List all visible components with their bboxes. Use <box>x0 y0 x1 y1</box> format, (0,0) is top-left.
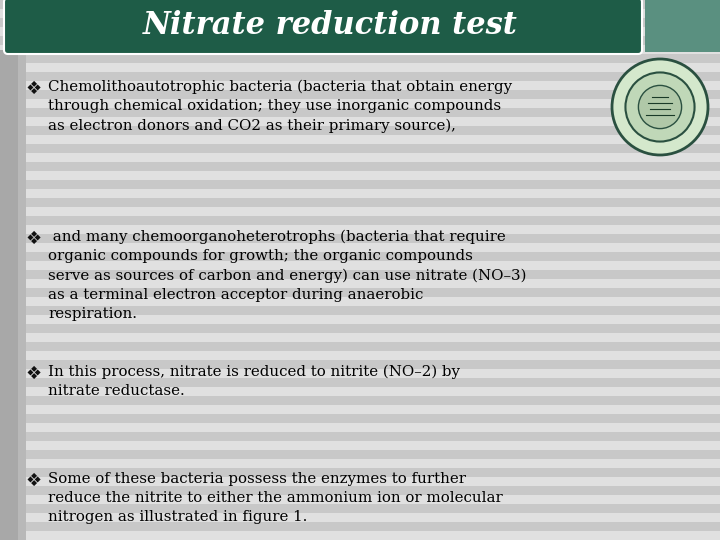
Bar <box>0 243 720 252</box>
Bar <box>0 180 720 189</box>
Bar <box>0 162 720 171</box>
Text: ❖: ❖ <box>26 365 42 383</box>
Bar <box>645 0 720 52</box>
Bar <box>0 72 720 81</box>
Bar <box>0 252 720 261</box>
Bar <box>0 342 720 351</box>
Bar <box>0 504 720 513</box>
Bar <box>0 99 720 108</box>
Bar <box>0 63 720 72</box>
Bar <box>0 468 720 477</box>
Bar <box>0 522 720 531</box>
Bar <box>0 144 720 153</box>
Bar <box>0 306 720 315</box>
Text: Some of these bacteria possess the enzymes to further
reduce the nitrite to eith: Some of these bacteria possess the enzym… <box>48 472 503 524</box>
Bar <box>0 450 720 459</box>
Text: ❖: ❖ <box>26 230 42 248</box>
Bar <box>0 459 720 468</box>
Bar <box>0 360 720 369</box>
Bar <box>0 279 720 288</box>
Bar <box>0 189 720 198</box>
Bar <box>0 54 720 63</box>
Bar <box>0 225 720 234</box>
Bar <box>0 369 720 378</box>
Circle shape <box>626 72 695 141</box>
Bar <box>0 207 720 216</box>
Bar <box>0 27 720 36</box>
Text: ❖: ❖ <box>26 472 42 490</box>
Bar <box>0 0 720 9</box>
Bar <box>0 216 720 225</box>
Bar <box>0 117 720 126</box>
Bar <box>0 135 720 144</box>
Circle shape <box>639 85 682 129</box>
Bar <box>0 126 720 135</box>
Bar <box>0 270 720 279</box>
Bar <box>0 432 720 441</box>
Bar <box>0 90 720 99</box>
Bar <box>0 423 720 432</box>
Text: and many chemoorganoheterotrophs (bacteria that require
organic compounds for gr: and many chemoorganoheterotrophs (bacter… <box>48 230 526 321</box>
Bar <box>0 45 720 54</box>
Bar <box>0 9 720 18</box>
Bar <box>0 81 720 90</box>
Bar <box>0 315 720 324</box>
Bar <box>0 333 720 342</box>
Text: In this process, nitrate is reduced to nitrite (NO–2) by
nitrate reductase.: In this process, nitrate is reduced to n… <box>48 365 460 399</box>
Bar <box>0 324 720 333</box>
FancyBboxPatch shape <box>4 0 642 54</box>
Bar <box>0 387 720 396</box>
Bar <box>0 351 720 360</box>
Circle shape <box>612 59 708 155</box>
Bar <box>0 108 720 117</box>
Text: Nitrate reduction test: Nitrate reduction test <box>143 10 518 42</box>
Bar <box>0 495 720 504</box>
Bar <box>0 36 720 45</box>
Bar <box>0 18 720 27</box>
Bar <box>0 513 720 522</box>
Bar <box>0 171 720 180</box>
Bar <box>0 198 720 207</box>
Bar <box>0 531 720 540</box>
Text: Chemolithoautotrophic bacteria (bacteria that obtain energy
through chemical oxi: Chemolithoautotrophic bacteria (bacteria… <box>48 80 512 133</box>
Bar <box>0 153 720 162</box>
Bar <box>0 396 720 405</box>
Bar <box>0 297 720 306</box>
Bar <box>0 50 18 540</box>
Bar <box>0 486 720 495</box>
Text: ❖: ❖ <box>26 80 42 98</box>
Bar <box>0 234 720 243</box>
Bar <box>0 261 720 270</box>
Bar <box>0 477 720 486</box>
Bar <box>0 288 720 297</box>
Bar <box>0 414 720 423</box>
Bar <box>0 441 720 450</box>
Bar <box>0 378 720 387</box>
Bar <box>18 50 26 540</box>
Bar <box>0 405 720 414</box>
